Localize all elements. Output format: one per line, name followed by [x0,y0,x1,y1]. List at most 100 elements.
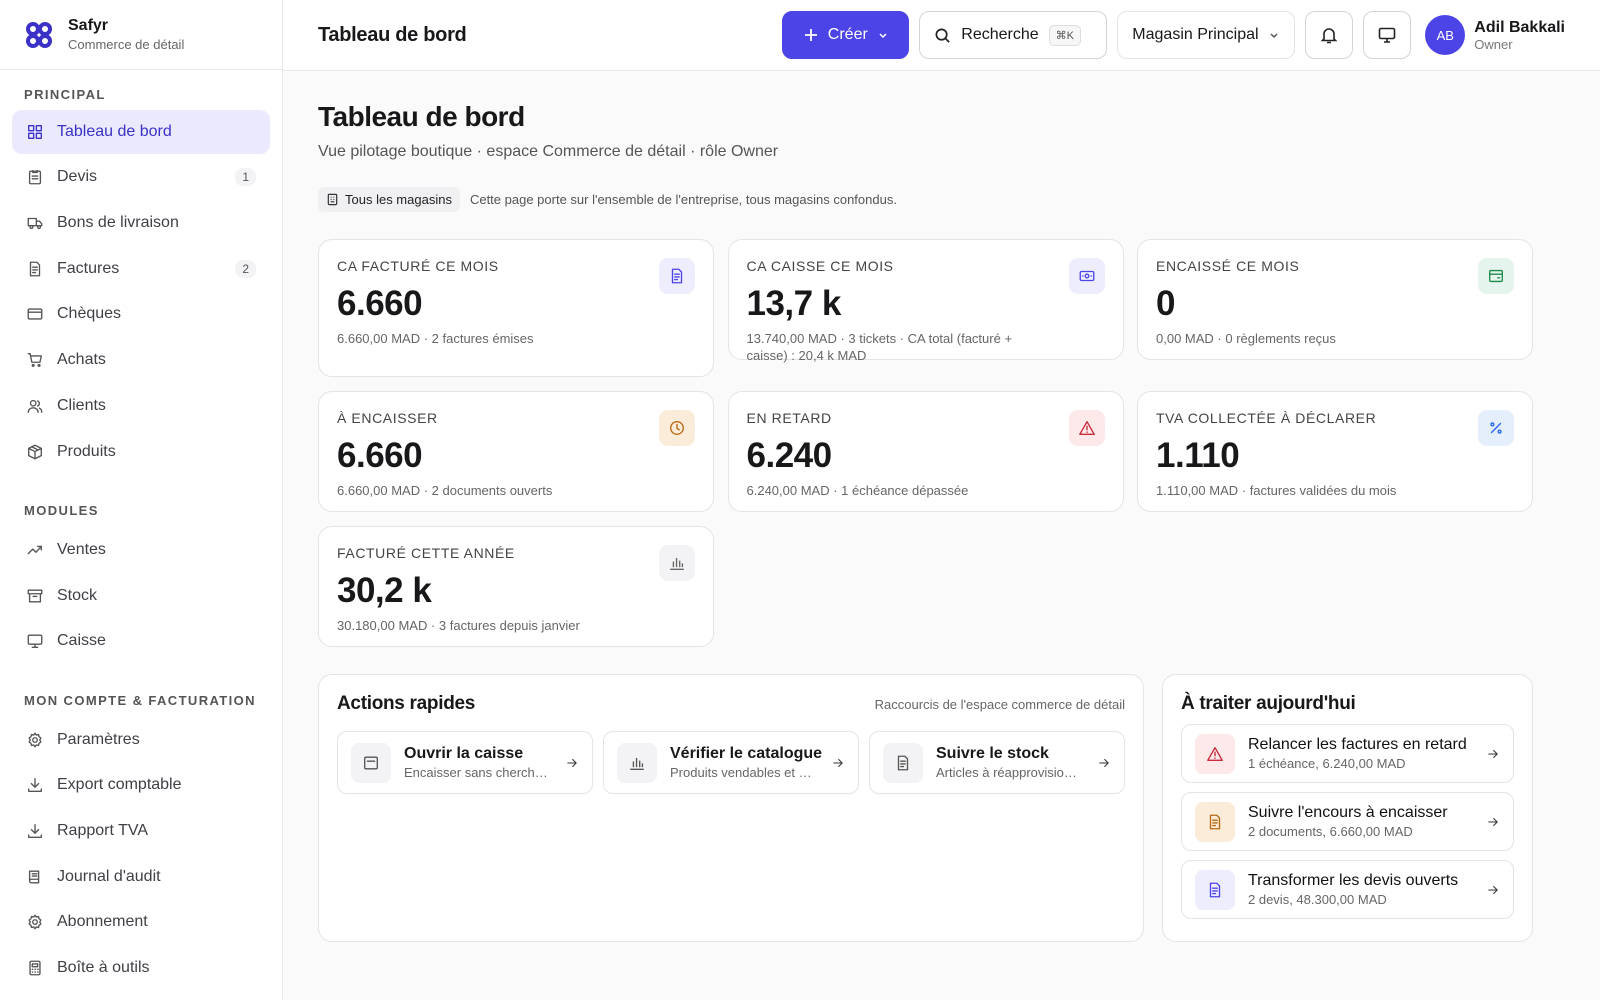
quick-actions-note: Raccourcis de l'espace commerce de détai… [874,696,1125,712]
nav-item[interactable]: Caisse [12,619,270,663]
nav-item[interactable]: Paramètres [12,718,270,762]
nav-item[interactable]: Abonnement [12,900,270,944]
icon [1490,422,1502,434]
kpi-card: FACTURÉ CETTE ANNÉE 30,2 k 30.180,00 MAD ·… [318,526,714,647]
kpi-detail: 0,00 MAD · 0 règlements reçus [1156,331,1336,346]
nav-item[interactable]: Ventes [12,528,270,572]
quick-action[interactable]: Ouvrir la caisse Encaisser sans cherch… [337,731,593,794]
quick-action-subtitle: Produits vendables et … [670,765,812,780]
quick-action-icon [883,742,923,783]
today-item[interactable]: Relancer les factures en retard 1 échéanc… [1181,724,1514,783]
kpi-icon [1068,410,1105,446]
icon [27,545,42,555]
kpi-icon [1478,410,1514,446]
nav-item[interactable]: Bons de livraison [12,201,270,245]
nav-item[interactable]: Devis 1 [12,155,270,199]
icon [27,217,43,230]
kpi-detail: 30.180,00 MAD · 3 factures depuis janvie… [337,618,580,633]
nav-label: Journal d'audit [57,867,161,885]
nav-item[interactable]: Tableau de bord [12,109,270,154]
user-menu[interactable]: AB Adil Bakkali Owner [1425,15,1565,55]
scope-note: Cette page porte sur l'ensemble de l'ent… [469,192,897,207]
nav-section-title: PRINCIPAL [24,87,106,102]
today-icon [1195,733,1235,774]
nav-item[interactable]: Achats [12,338,270,382]
nav-item[interactable]: Produits [12,430,270,474]
search-label: Recherche [961,26,1039,43]
nav-item[interactable]: Factures 2 [12,247,270,291]
toolbar: Créer Recherche ⌘K Magasin Principal AB … [782,11,1565,59]
today-subtitle: 2 documents, 6.660,00 MAD [1248,824,1413,839]
quick-action-subtitle: Articles à réapprovisio… [936,765,1077,780]
icon [27,589,43,603]
kpi-label: TVA COLLECTÉE À DÉCLARER [1156,410,1377,426]
kpi-value: 1.110 [1156,436,1240,475]
kpi-icon [659,258,695,294]
brand-subtitle: Commerce de détail [68,37,185,52]
icon [567,758,577,767]
page-title: Tableau de bord [318,101,525,132]
kpi-label: CA FACTURÉ CE MOIS [337,258,499,274]
kpi-card: EN RETARD 6.240 6.240,00 MAD · 1 échéance … [727,391,1124,512]
nav-item[interactable]: Stock [12,574,270,618]
kpi-detail: 13.740,00 MAD · 3 tickets · CA total (fa… [746,331,1013,363]
today: À traiter aujourd'hui Relancer les factu… [1162,674,1533,942]
quick-action-title: Ouvrir la caisse [404,745,524,762]
avatar: AB [1425,15,1466,55]
icon [28,914,42,930]
today-item[interactable]: Transformer les devis ouverts 2 devis, 48… [1181,860,1514,919]
search-button[interactable]: Recherche ⌘K [919,11,1108,59]
kpi-label: CA CAISSE CE MOIS [746,258,894,274]
kpi-detail: 6.660,00 MAD · 2 documents ouverts [337,483,553,498]
scope: Tous les magasins Cette page porte sur l… [318,187,1533,212]
quick-action-icon [617,742,657,783]
kpi-icon [659,410,695,446]
today-list: Relancer les factures en retard 1 échéanc… [1181,724,1514,919]
quick-actions-title: Actions rapides [337,693,476,714]
kpi-value: 0 [1156,284,1175,323]
icon [1209,814,1221,829]
quick-action[interactable]: Suivre le stock Articles à réapprovisio… [869,731,1125,794]
quick-action-title: Suivre le stock [936,745,1049,762]
nav-label: Paramètres [57,730,140,748]
user-name: Adil Bakkali [1474,18,1565,36]
nav-label: Caisse [57,632,106,650]
store-select[interactable]: Magasin Principal [1117,11,1296,59]
nav-label: Factures [57,259,120,277]
today-text: Relancer les factures en retard 1 échéanc… [1248,736,1467,771]
nav-item[interactable]: Journal d'audit [12,855,270,899]
create-button[interactable]: Créer [782,11,910,59]
nav-item[interactable]: Boîte à outils [12,946,270,990]
icon [364,755,378,770]
display-button[interactable] [1363,11,1412,59]
quick-action-subtitle: Encaisser sans cherch… [404,765,548,780]
icon [28,870,40,884]
create-label: Créer [827,26,868,43]
nav-badge: 2 [235,259,256,278]
icon [28,778,42,793]
icon [671,268,683,284]
nav-label: Clients [57,396,106,414]
icon [1078,421,1095,435]
nav-label: Tableau de bord [57,122,172,140]
kpi-icon [659,545,695,581]
kpi-value: 6.240 [746,436,833,475]
notifications-button[interactable] [1305,11,1354,59]
nav-section-title: MON COMPTE & FACTURATION [24,692,256,708]
scope-tag: Tous les magasins [318,187,460,212]
quick-action[interactable]: Vérifier le catalogue Produits vendables … [603,731,859,794]
nav: PRINCIPAL Tableau de bord Devis 1 Bons de li… [0,70,282,990]
nav-item[interactable]: Clients [12,384,270,428]
today-text: Suivre l'encours à encaisser 2 documents,… [1248,804,1448,839]
icon [29,960,41,976]
shortcut: ⌘K [1048,24,1082,46]
nav-item[interactable]: Export comptable [12,763,270,807]
today-item[interactable]: Suivre l'encours à encaisser 2 documents,… [1181,792,1514,851]
nav-item[interactable]: Rapport TVA [12,809,270,853]
nav-item[interactable]: Chèques [12,292,270,336]
kpi-card: À ENCAISSER 6.660 6.660,00 MAD · 2 documen… [318,391,714,512]
kpi-card: TVA COLLECTÉE À DÉCLARER 1.110 1.110,00 MA… [1137,391,1533,512]
icon [28,824,42,838]
topbar-title: Tableau de bord [318,23,467,46]
